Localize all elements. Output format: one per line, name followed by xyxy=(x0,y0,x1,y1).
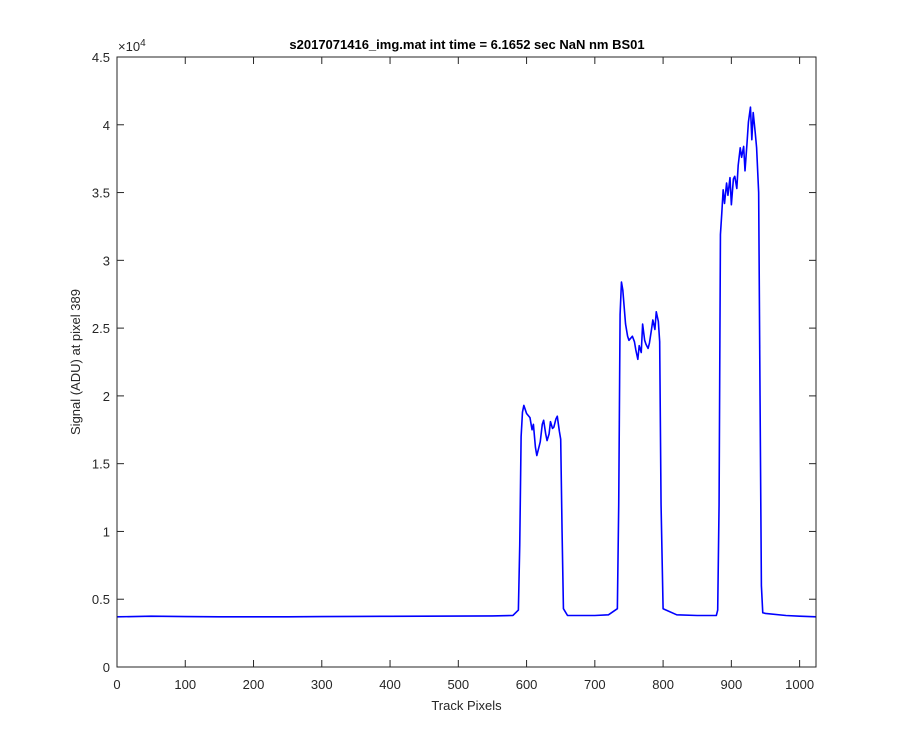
x-tick-label: 1000 xyxy=(785,677,814,692)
x-tick-label: 300 xyxy=(311,677,333,692)
x-tick-label: 0 xyxy=(113,677,120,692)
y-tick-label: 3.5 xyxy=(92,186,110,201)
y-exponent-label: ×104 xyxy=(118,38,146,54)
y-axis-label: Signal (ADU) at pixel 389 xyxy=(68,289,83,435)
plot-area xyxy=(116,106,817,618)
y-tick-label: 2.5 xyxy=(92,321,110,336)
y-tick-label: 1 xyxy=(103,524,110,539)
y-exponent-base: ×10 xyxy=(118,39,140,54)
axis-tick-labels: 0 100 200 300 400 500 600 700 800 900 1000 0 0.5 1 1.5… xyxy=(92,50,814,692)
y-tick-label: 4 xyxy=(103,118,110,133)
x-tick-label: 800 xyxy=(652,677,674,692)
x-tick-label: 600 xyxy=(516,677,538,692)
y-tick-label: 1.5 xyxy=(92,457,110,472)
x-tick-label: 400 xyxy=(379,677,401,692)
x-axis-label: Track Pixels xyxy=(431,698,502,713)
series-line xyxy=(116,106,817,618)
x-tick-label: 100 xyxy=(174,677,196,692)
chart-title: s2017071416_img.mat int time = 6.1652 se… xyxy=(289,37,644,52)
y-tick-label: 4.5 xyxy=(92,50,110,65)
y-tick-label: 3 xyxy=(103,253,110,268)
x-tick-label: 900 xyxy=(721,677,743,692)
y-tick-label: 2 xyxy=(103,389,110,404)
x-tick-label: 200 xyxy=(243,677,265,692)
plot-box xyxy=(116,56,817,668)
x-tick-label: 700 xyxy=(584,677,606,692)
x-tick-label: 500 xyxy=(447,677,469,692)
y-tick-label: 0.5 xyxy=(92,592,110,607)
y-exponent-power: 4 xyxy=(140,38,146,49)
axis-ticks xyxy=(116,56,816,668)
y-tick-label: 0 xyxy=(103,660,110,675)
